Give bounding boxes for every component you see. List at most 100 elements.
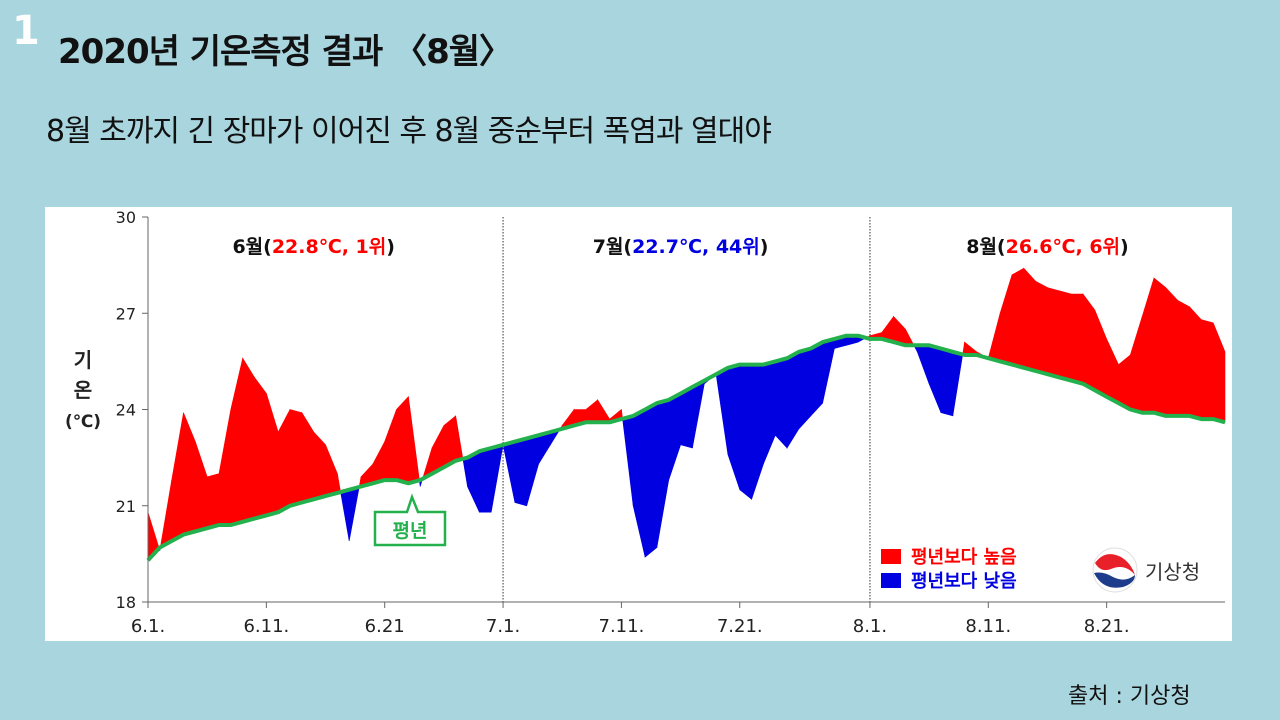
below-normal-area	[810, 341, 823, 417]
legend-swatch-above	[881, 549, 901, 564]
below-normal-area	[514, 438, 528, 507]
y-tick-label: 21	[116, 497, 136, 516]
below-normal-area	[916, 345, 930, 384]
kma-logo-text: 기상청	[1145, 560, 1200, 584]
below-normal-area	[739, 364, 752, 500]
above-normal-area	[1165, 286, 1178, 417]
below-normal-area	[751, 364, 764, 500]
above-normal-area	[1118, 354, 1131, 411]
above-normal-area	[1201, 319, 1214, 420]
month-summary-label: 7월(22.7℃, 44위)	[593, 236, 769, 258]
above-normal-area	[1094, 309, 1107, 398]
above-normal-area	[1011, 267, 1025, 369]
above-normal-area	[384, 409, 397, 481]
below-normal-area	[538, 431, 551, 466]
below-normal-area	[526, 434, 539, 506]
y-axis-label-line: (℃)	[65, 412, 101, 432]
above-normal-area	[1153, 277, 1167, 417]
below-normal-area	[502, 441, 516, 503]
above-normal-area	[1070, 293, 1084, 385]
above-normal-area	[266, 393, 279, 516]
y-tick-label: 30	[116, 208, 136, 227]
above-normal-area	[289, 409, 303, 507]
below-normal-area	[467, 450, 480, 513]
below-normal-area	[692, 380, 705, 449]
y-axis-label: 기온 (℃)	[65, 348, 101, 432]
below-normal-area	[622, 415, 634, 506]
y-tick-label: 27	[116, 304, 136, 323]
y-tick-label: 18	[116, 593, 136, 612]
above-normal-area	[160, 480, 172, 548]
above-normal-area	[1082, 293, 1096, 391]
above-normal-area	[1177, 299, 1190, 417]
month-summary-label: 8월(26.6℃, 6위)	[966, 236, 1129, 258]
page-subtitle: 8월 초까지 긴 장마가 이어진 후 8월 중순부터 폭염과 열대야	[46, 114, 772, 149]
above-normal-area	[301, 411, 315, 503]
above-normal-area	[999, 274, 1013, 365]
kma-logo-red-wave	[1095, 554, 1135, 575]
y-tick-label: 24	[116, 401, 136, 420]
above-normal-area	[396, 395, 409, 484]
y-tick-group: 18 21 24 27 30	[116, 208, 148, 612]
above-normal-area	[1106, 338, 1119, 404]
normal-callout: 평년	[373, 493, 447, 547]
below-normal-area	[644, 402, 658, 558]
above-normal-area	[242, 357, 255, 523]
page-title: 2020년 기온측정 결과 〈8월〉	[58, 32, 513, 72]
above-normal-area	[218, 409, 232, 526]
below-normal-area	[490, 444, 504, 513]
x-tick-label: 8.11.	[965, 616, 1011, 637]
x-tick-label: 6.1.	[131, 616, 165, 637]
normal-line-group	[146, 333, 1226, 562]
x-tick-label: 7.21.	[717, 616, 763, 637]
above-normal-area	[277, 409, 291, 513]
month-divider-group	[502, 217, 871, 602]
month-close-paren: )	[760, 236, 769, 258]
below-normal-area	[462, 457, 468, 487]
above-normal-area	[254, 376, 267, 519]
above-normal-area	[325, 444, 338, 497]
month-name: 8월(	[966, 236, 1005, 258]
anomaly-fill-group	[147, 267, 1226, 562]
above-normal-area	[1130, 316, 1143, 414]
below-normal-area	[656, 399, 670, 548]
normal-callout-label: 평년	[393, 520, 428, 542]
below-normal-area	[940, 348, 954, 417]
above-normal-area	[408, 396, 420, 484]
below-normal-area	[479, 447, 492, 513]
above-normal-area	[1047, 287, 1060, 378]
above-normal-area	[171, 412, 184, 542]
below-normal-area	[763, 361, 776, 465]
below-normal-area	[798, 348, 812, 430]
normal-line	[146, 333, 1226, 562]
below-normal-area	[774, 357, 788, 449]
above-normal-area	[987, 313, 1001, 362]
month-name: 6월(	[232, 236, 271, 258]
x-tick-label: 8.21.	[1084, 616, 1130, 637]
above-normal-area	[1212, 322, 1226, 423]
below-normal-area	[952, 351, 964, 416]
legend-label-above: 평년보다 높음	[911, 547, 1017, 568]
slide-number: 1	[12, 8, 40, 54]
below-normal-area	[928, 344, 942, 413]
month-value: 22.8℃, 1위	[272, 236, 386, 258]
above-normal-area	[372, 441, 386, 484]
below-normal-area	[632, 408, 646, 558]
x-tick-label: 7.1.	[486, 616, 520, 637]
below-normal-area	[727, 364, 741, 490]
month-summary-label: 6월(22.8℃, 1위)	[232, 236, 395, 258]
above-normal-area	[455, 415, 464, 462]
legend: 평년보다 높음 평년보다 낮음	[881, 547, 1017, 592]
x-tick-label: 6.21	[365, 616, 405, 637]
x-tick-label: 6.11.	[243, 616, 289, 637]
kma-logo: 기상청	[1092, 547, 1200, 593]
source-text: 출처 : 기상청	[1068, 684, 1191, 709]
above-normal-area	[1141, 277, 1155, 413]
x-tick-label: 8.1.	[853, 616, 887, 637]
above-normal-area	[585, 399, 599, 423]
y-axis-label-line: 기	[74, 348, 92, 372]
below-normal-area	[340, 489, 350, 542]
x-tick-label: 7.11.	[599, 616, 645, 637]
below-normal-area	[786, 351, 800, 450]
above-normal-area	[1023, 267, 1036, 372]
